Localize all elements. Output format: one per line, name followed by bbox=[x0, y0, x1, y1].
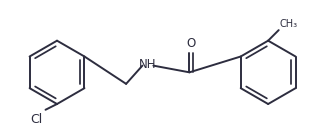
Text: NH: NH bbox=[139, 58, 156, 71]
Text: Cl: Cl bbox=[30, 113, 43, 126]
Text: O: O bbox=[186, 37, 196, 50]
Text: CH₃: CH₃ bbox=[280, 19, 298, 29]
